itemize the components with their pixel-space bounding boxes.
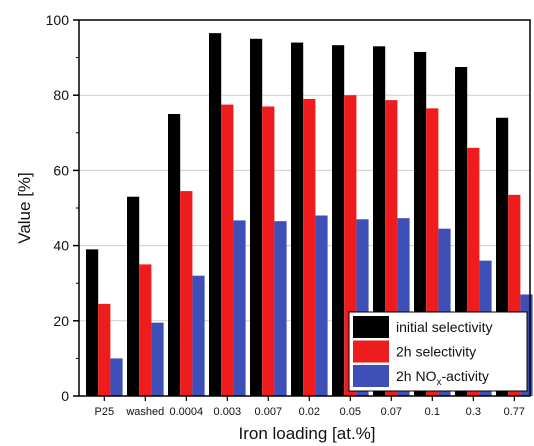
- x-tick-label: 0.07: [381, 406, 402, 418]
- x-tick-label: washed: [125, 406, 164, 418]
- bar: [151, 322, 164, 396]
- bar: [291, 42, 304, 397]
- x-axis-title: Iron loading [at.%]: [238, 424, 375, 443]
- bar: [274, 221, 287, 396]
- legend-label: initial selectivity: [396, 319, 492, 335]
- bar: [127, 196, 140, 396]
- bar: [414, 51, 427, 397]
- x-tick-label: 0.007: [255, 406, 283, 418]
- y-tick-label: 20: [53, 313, 69, 329]
- legend-label: 2h selectivity: [396, 344, 476, 360]
- bar: [315, 215, 328, 396]
- legend-label: 2h NOx-activity: [396, 368, 489, 388]
- y-tick-label: 80: [53, 87, 69, 103]
- bar: [233, 220, 246, 396]
- x-tick-label: 0.3: [466, 406, 481, 418]
- y-tick-label: 100: [46, 12, 70, 28]
- bar: [168, 114, 181, 396]
- x-tick-label: 0.05: [340, 406, 361, 418]
- x-tick-label: 0.02: [299, 406, 320, 418]
- bar: [139, 264, 152, 396]
- x-tick-label: 0.77: [504, 406, 525, 418]
- y-tick-label: 0: [61, 388, 69, 404]
- bar: [303, 98, 316, 397]
- bar: [262, 106, 275, 396]
- bar: [209, 33, 222, 396]
- legend-swatch: [353, 316, 389, 338]
- legend-swatch: [353, 365, 389, 387]
- y-tick-label: 40: [53, 238, 69, 254]
- bar: [373, 46, 386, 396]
- bar: [98, 303, 111, 396]
- y-axis: 0 20 40 60 80 100: [46, 12, 79, 404]
- y-axis-title: Value [%]: [15, 172, 34, 244]
- x-tick-label: 0.0004: [169, 406, 203, 418]
- bar: [221, 104, 234, 396]
- x-tick-label: 0.003: [214, 406, 242, 418]
- bar: [110, 358, 123, 396]
- bar: [250, 38, 263, 397]
- x-tick-label: P25: [95, 406, 115, 418]
- bar: [332, 45, 345, 396]
- bar: [180, 191, 193, 396]
- x-tick-label: 0.1: [425, 406, 440, 418]
- legend-swatch: [353, 340, 389, 363]
- legend: initial selectivity 2h selectivity 2h NOx-…: [348, 311, 528, 392]
- y-tick-label: 60: [53, 162, 69, 178]
- x-axis: P25 washed 0.0004 0.003 0.007 0.02 0.05 0.07 0.1…: [95, 396, 525, 418]
- bar: [86, 249, 99, 396]
- bar: [192, 275, 205, 396]
